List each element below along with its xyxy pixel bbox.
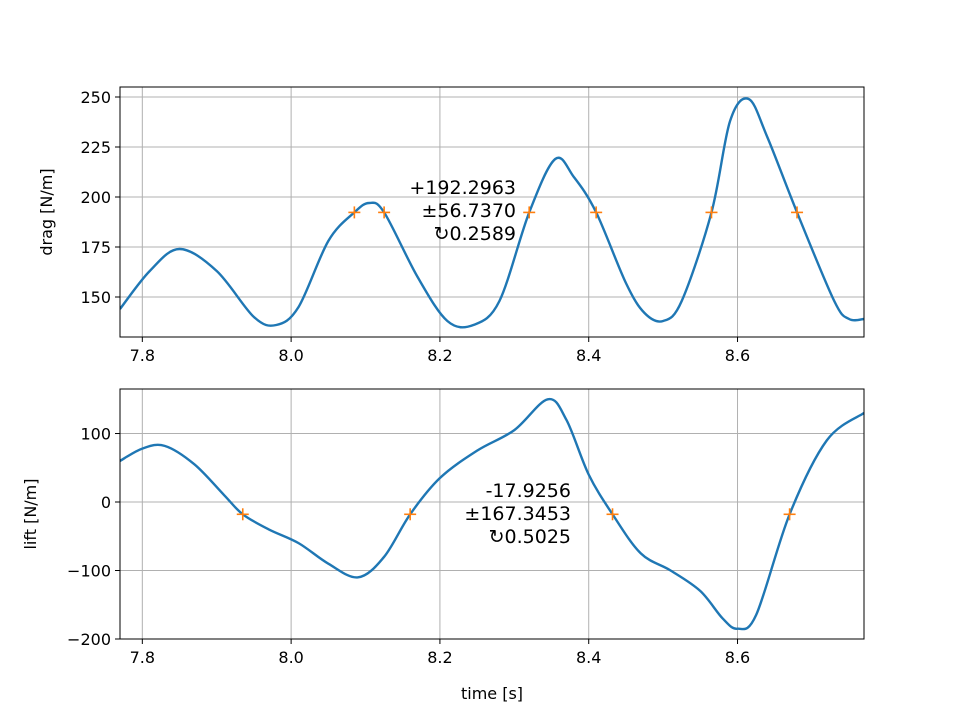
x-tick-label: 8.6 <box>725 346 750 365</box>
x-tick-label: 8.4 <box>576 648 601 667</box>
x-tick-label: 7.8 <box>130 346 155 365</box>
y-tick-label: 0 <box>101 493 111 512</box>
y-tick-label: 225 <box>80 138 111 157</box>
x-tick-label: 7.8 <box>130 648 155 667</box>
y-tick-label: 175 <box>80 238 111 257</box>
marker-group <box>348 206 804 219</box>
panel-top: 7.8 8.0 8.2 8.4 8.6 150 175 200 225 250 drag [N/m]… <box>37 86 865 365</box>
annotation-line: ↻0.5025 <box>489 526 571 548</box>
x-tick-label: 8.0 <box>278 346 303 365</box>
y-tick-label: 200 <box>80 188 111 207</box>
x-tick-label: 8.2 <box>427 346 452 365</box>
crossing-marker <box>523 206 536 219</box>
annotation-line: +192.2963 <box>409 177 516 199</box>
y-tick-label: 100 <box>80 425 111 444</box>
x-axis-label: time [s] <box>461 684 523 703</box>
crossing-marker <box>590 206 603 219</box>
annotation-line: ↻0.2589 <box>434 223 516 245</box>
crossing-marker <box>378 206 391 219</box>
axes-frame <box>119 86 865 338</box>
y-axis-label: lift [N/m] <box>21 478 40 549</box>
annotation-line: -17.9256 <box>486 480 571 502</box>
marker-group <box>236 508 796 521</box>
crossing-marker <box>404 508 417 521</box>
x-tick-label: 8.6 <box>725 648 750 667</box>
crossing-marker <box>783 508 796 521</box>
crossing-marker <box>705 206 718 219</box>
x-tick-label: 8.4 <box>576 346 601 365</box>
annotation-line: ±167.3453 <box>464 503 571 525</box>
y-tick-label: −100 <box>67 562 111 581</box>
crossing-marker <box>606 508 619 521</box>
panel-bottom: 7.8 8.0 8.2 8.4 8.6 −200 −100 0 100 lift [N/m] tim… <box>21 388 865 703</box>
x-tick-label: 8.0 <box>278 648 303 667</box>
crossing-marker <box>791 206 804 219</box>
y-tick-label: −200 <box>67 630 111 649</box>
x-tick-label: 8.2 <box>427 648 452 667</box>
plots: 7.8 8.0 8.2 8.4 8.6 150 175 200 225 250 drag [N/m]… <box>21 86 865 703</box>
stats-annotation: +192.2963±56.7370↻0.2589 <box>409 177 516 245</box>
axes-frame <box>119 388 865 640</box>
annotation-line: ±56.7370 <box>422 200 517 222</box>
y-axis-label: drag [N/m] <box>37 168 56 255</box>
y-tick-label: 150 <box>80 288 111 307</box>
crossing-marker <box>348 206 361 219</box>
y-tick-label: 250 <box>80 88 111 107</box>
bottom-series-line <box>120 397 864 631</box>
crossing-marker <box>236 508 249 521</box>
grid <box>120 87 864 337</box>
stats-annotation: -17.9256±167.3453↻0.5025 <box>464 480 571 548</box>
top-series-line <box>120 97 864 329</box>
